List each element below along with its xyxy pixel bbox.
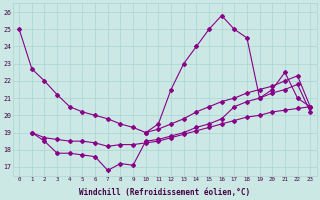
X-axis label: Windchill (Refroidissement éolien,°C): Windchill (Refroidissement éolien,°C) bbox=[79, 188, 250, 197]
